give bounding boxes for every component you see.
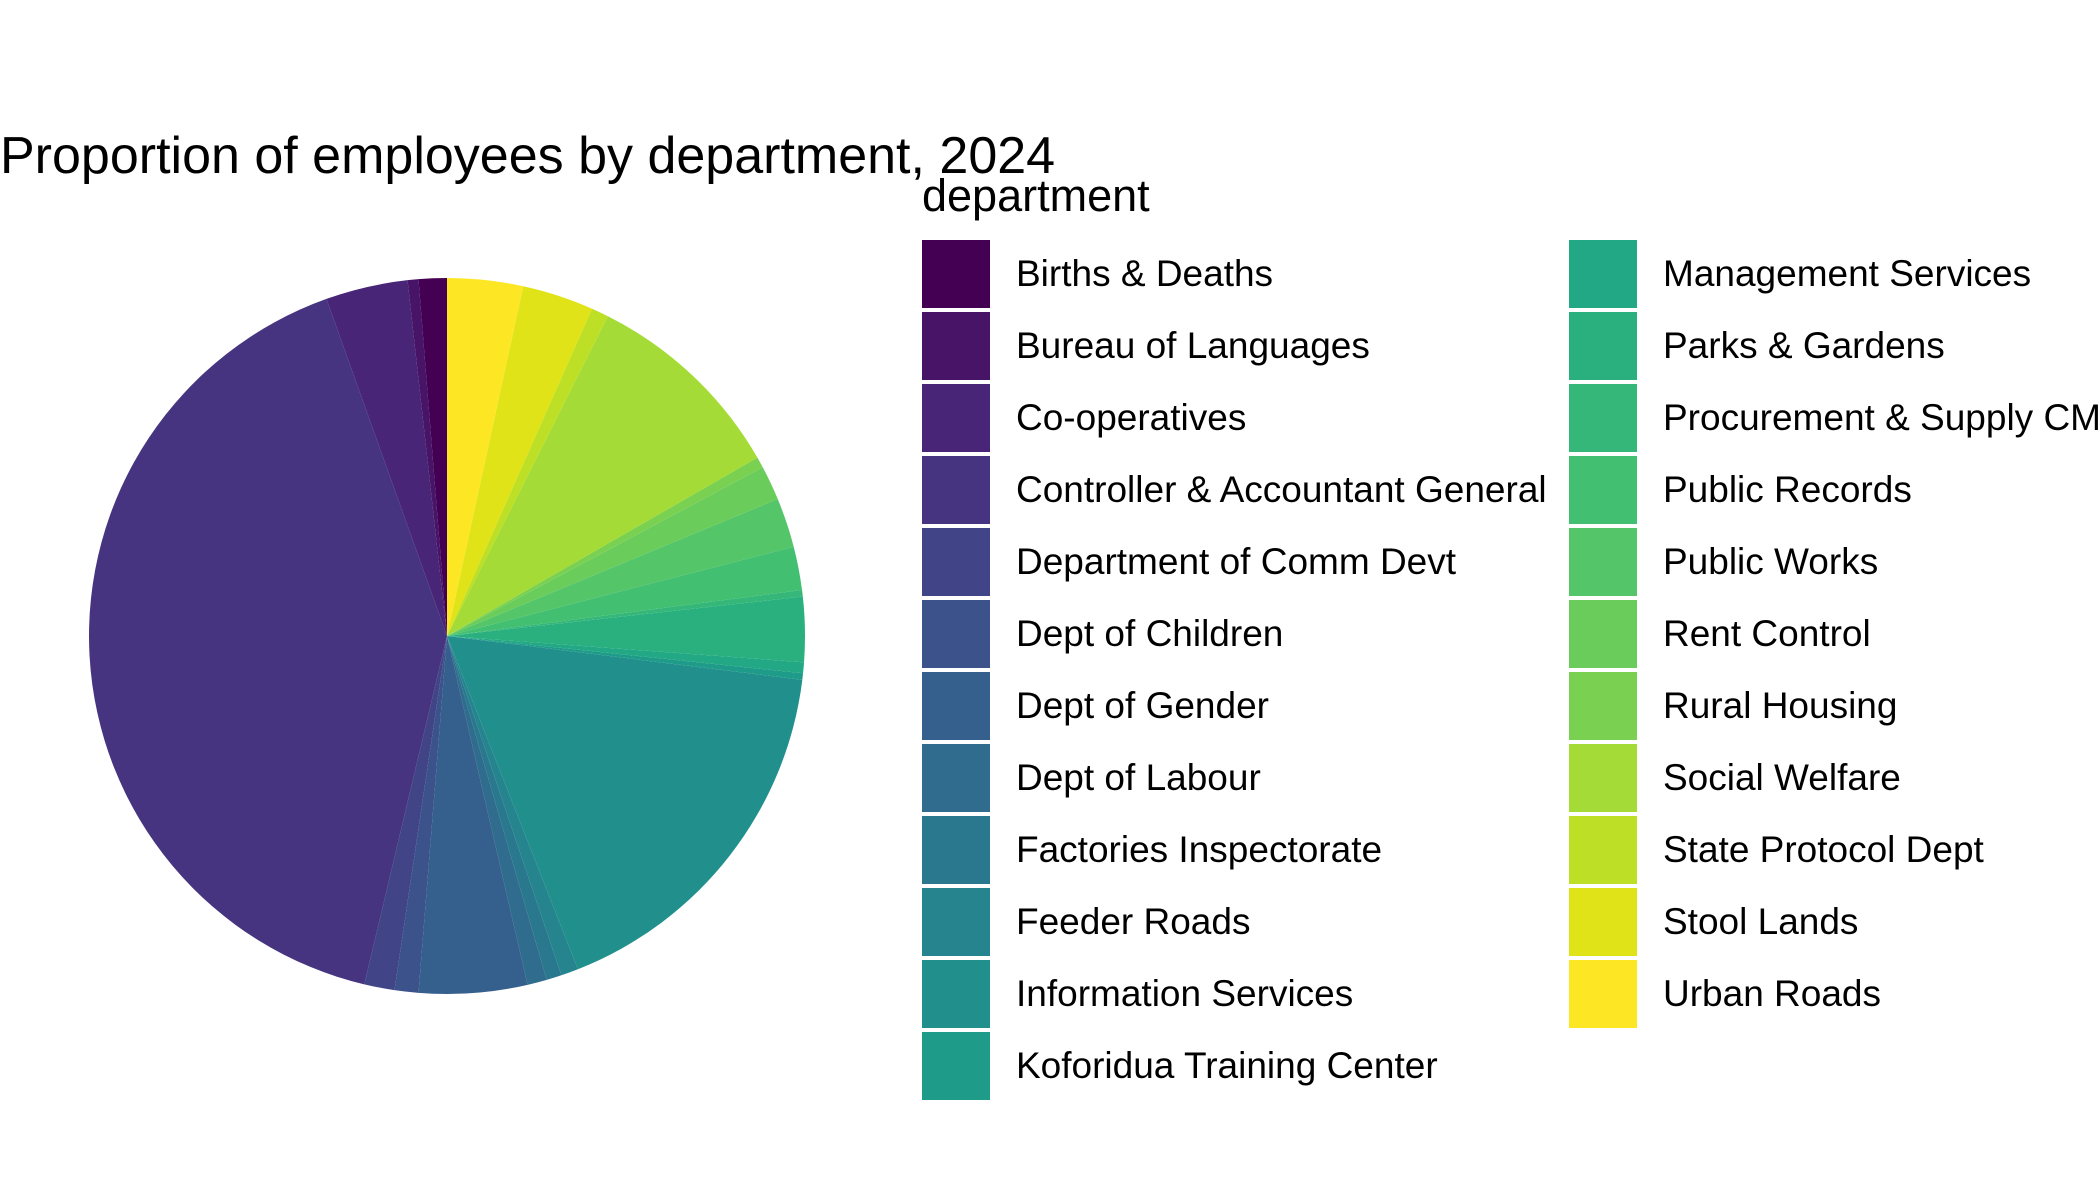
- pie-slice-9: [447, 636, 578, 976]
- legend-title: department: [922, 170, 1150, 221]
- pie-slice-17: [447, 467, 778, 636]
- legend-label: State Protocol Dept: [1663, 829, 1984, 870]
- legend-swatch: [1569, 456, 1637, 524]
- legend-label: Public Records: [1663, 469, 1912, 510]
- legend-label: Factories Inspectorate: [1016, 829, 1383, 870]
- pie-slice-7: [447, 636, 547, 985]
- legend-label: Management Services: [1663, 253, 2032, 294]
- legend-label: Rural Housing: [1663, 685, 1898, 726]
- pie-slice-1: [407, 279, 447, 636]
- pie-slice-2: [326, 280, 447, 636]
- legend-label: Urban Roads: [1663, 973, 1882, 1014]
- legend-label: Co-operatives: [1016, 397, 1247, 438]
- pie-slice-15: [447, 546, 803, 636]
- pie-slice-19: [447, 316, 758, 636]
- legend-label: Dept of Children: [1016, 613, 1284, 654]
- legend-swatch: [1569, 384, 1637, 452]
- pie-slice-3: [89, 298, 448, 985]
- legend-label: Feeder Roads: [1016, 901, 1251, 942]
- pie-slice-6: [418, 636, 528, 994]
- legend-label: Dept of Gender: [1016, 685, 1269, 726]
- pie-slice-11: [447, 636, 804, 680]
- pie-slice-0: [418, 278, 447, 636]
- legend-label: Dept of Labour: [1016, 757, 1261, 798]
- legend-swatch: [922, 312, 990, 380]
- legend-swatch: [1569, 672, 1637, 740]
- legend-swatch: [1569, 744, 1637, 812]
- legend-swatch: [922, 456, 990, 524]
- legend-swatch: [922, 384, 990, 452]
- pie-slice-14: [447, 589, 803, 636]
- legend-label: Bureau of Languages: [1016, 325, 1370, 366]
- legend-label: Information Services: [1016, 973, 1354, 1014]
- legend-swatch: [1569, 600, 1637, 668]
- pie-slice-18: [447, 457, 763, 636]
- pie-slice-8: [447, 636, 562, 980]
- legend-label: Stool Lands: [1663, 901, 1859, 942]
- legend-swatch: [922, 816, 990, 884]
- pie-slice-13: [447, 596, 805, 663]
- legend-label: Social Welfare: [1663, 757, 1901, 798]
- legend-swatch: [922, 672, 990, 740]
- legend-label: Controller & Accountant General: [1016, 469, 1547, 510]
- legend-swatch: [1569, 240, 1637, 308]
- pie-slice-16: [447, 498, 794, 636]
- pie-slice-21: [447, 286, 593, 636]
- legend-label: Parks & Gardens: [1663, 325, 1945, 366]
- legend-swatch: [1569, 888, 1637, 956]
- legend-swatch: [922, 528, 990, 596]
- legend-swatch: [922, 960, 990, 1028]
- legend-label: Procurement & Supply CM: [1663, 397, 2100, 438]
- pie-slice-10: [447, 636, 803, 970]
- legend-swatch: [1569, 816, 1637, 884]
- pie-slice-22: [447, 278, 524, 636]
- legend-swatch: [922, 744, 990, 812]
- legend-label: Public Works: [1663, 541, 1879, 582]
- legend-label: Koforidua Training Center: [1016, 1045, 1438, 1086]
- chart-title: Proportion of employees by department, 2…: [0, 127, 1056, 185]
- legend-label: Department of Comm Devt: [1016, 541, 1457, 582]
- legend-swatch: [1569, 960, 1637, 1028]
- legend-swatch: [1569, 312, 1637, 380]
- pie-slice-20: [447, 308, 608, 636]
- legend-swatch: [922, 240, 990, 308]
- pie-slice-5: [394, 636, 447, 993]
- legend-swatch: [1569, 528, 1637, 596]
- legend-swatch: [922, 888, 990, 956]
- pie-slice-12: [447, 636, 805, 674]
- legend-label: Rent Control: [1663, 613, 1871, 654]
- pie-slice-4: [364, 636, 447, 991]
- legend-label: Births & Deaths: [1016, 253, 1274, 294]
- legend-swatch: [922, 1032, 990, 1100]
- legend-swatch: [922, 600, 990, 668]
